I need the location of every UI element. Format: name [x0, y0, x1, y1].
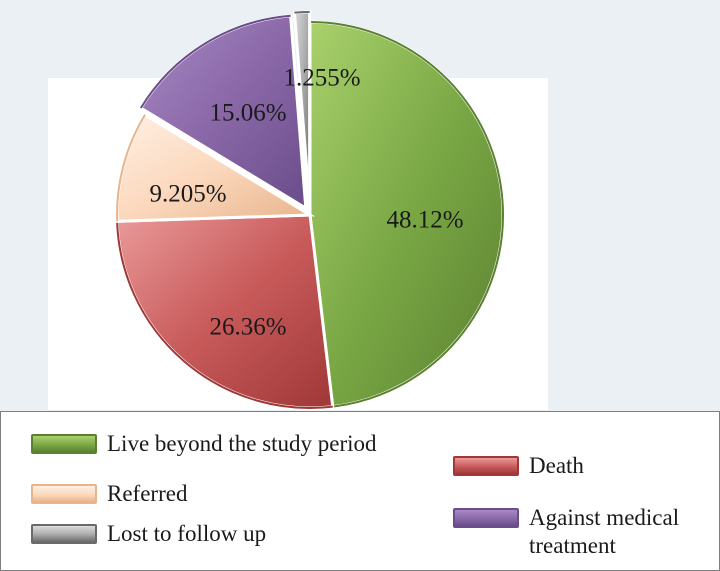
pie-slice-edge-death — [116, 221, 333, 409]
legend-label-referred: Referred — [107, 481, 188, 506]
legend-item-death: Death — [453, 452, 584, 480]
legend-label-lost: Lost to follow up — [107, 521, 267, 546]
pie-slice-edge-referred — [116, 114, 146, 222]
legend-item-referred: Referred — [31, 480, 187, 508]
data-label-lost: 1.255% — [283, 65, 360, 92]
pie-slice-edge-live — [309, 21, 504, 408]
legend-swatch-live — [31, 434, 97, 454]
legend-swatch-death — [453, 456, 519, 476]
legend-swatch-against-medical — [453, 508, 519, 528]
legend-item-against-medical: Against medical treatment — [453, 504, 715, 560]
legend-swatch-lost — [31, 524, 97, 544]
data-label-live: 48.12% — [386, 207, 463, 234]
pie-chart-svg: 48.12% 26.36% 9.205% 15.06% 1.255% — [115, 10, 505, 410]
data-label-referred: 9.205% — [149, 181, 226, 208]
legend-label-against-medical: Against medical treatment — [529, 505, 680, 558]
data-label-death: 26.36% — [209, 314, 286, 341]
legend: Live beyond the study period Death Refer… — [0, 411, 720, 571]
pie-slice-edge-against-medical — [139, 14, 291, 109]
legend-label-death: Death — [529, 453, 584, 478]
legend-item-live: Live beyond the study period — [31, 430, 377, 458]
pie-slice-edge-lost — [294, 11, 310, 14]
legend-swatch-referred — [31, 484, 97, 504]
pie-slice-death — [115, 213, 335, 410]
data-label-against-medical: 15.06% — [209, 100, 286, 127]
pie-chart: 48.12% 26.36% 9.205% 15.06% 1.255% — [48, 10, 548, 410]
legend-item-lost: Lost to follow up — [31, 520, 266, 548]
legend-label-live: Live beyond the study period — [107, 431, 377, 456]
